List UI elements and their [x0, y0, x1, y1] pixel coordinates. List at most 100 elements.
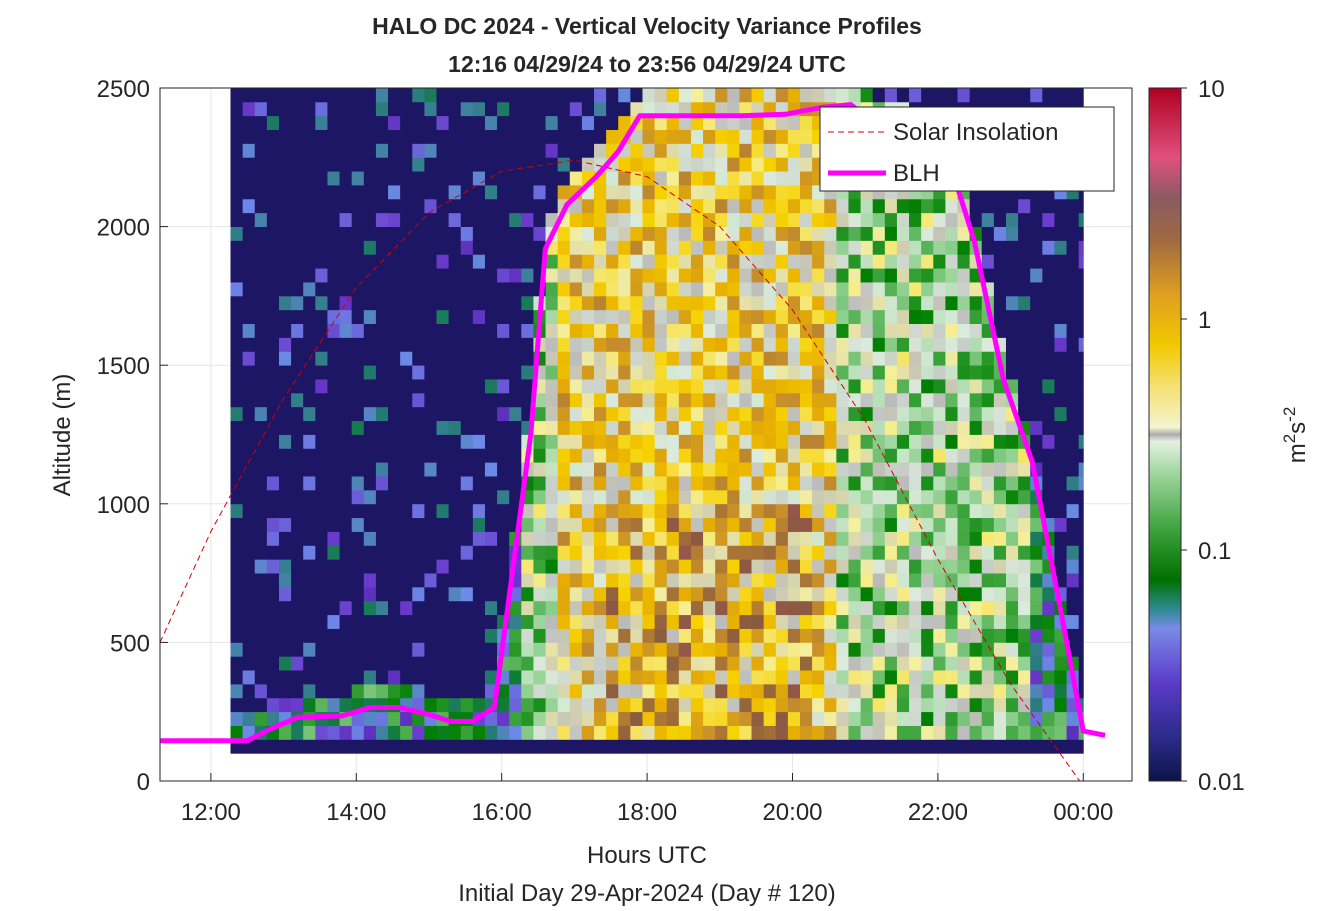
heatmap-cell: [436, 489, 450, 505]
heatmap-cell: [569, 309, 583, 325]
heatmap-cell: [545, 614, 559, 629]
heatmap-cell: [581, 517, 595, 532]
heatmap-cell: [630, 157, 643, 172]
heatmap-cell: [642, 600, 656, 616]
heatmap-cell: [690, 240, 704, 255]
heatmap-cell: [484, 739, 498, 754]
heatmap-cell: [351, 268, 365, 283]
heatmap-cell: [884, 198, 898, 214]
heatmap-cell: [315, 586, 328, 602]
heatmap-cell: [1078, 573, 1084, 588]
heatmap-cell: [1054, 198, 1067, 214]
heatmap-cell: [315, 448, 328, 463]
heatmap-cell: [545, 115, 559, 130]
heatmap-cell: [933, 559, 946, 574]
heatmap-cell: [896, 309, 910, 325]
heatmap-cell: [993, 614, 1007, 629]
heatmap-cell: [775, 171, 789, 186]
heatmap-cell: [400, 351, 413, 366]
heatmap-cell: [666, 268, 680, 283]
heatmap-cell: [642, 614, 656, 629]
heatmap-cell: [642, 143, 656, 158]
heatmap-cell: [606, 240, 619, 255]
heatmap-cell: [800, 559, 813, 574]
heatmap-cell: [315, 171, 328, 186]
heatmap-cell: [630, 545, 643, 560]
heatmap-cell: [315, 379, 328, 394]
heatmap-cell: [957, 683, 971, 699]
heatmap-cell: [1042, 489, 1055, 505]
heatmap-cell: [375, 185, 389, 200]
heatmap-cell: [666, 351, 680, 366]
heatmap-cell: [727, 614, 740, 629]
heatmap-cell: [678, 628, 692, 643]
heatmap-cell: [472, 323, 486, 338]
heatmap-cell: [703, 282, 716, 297]
colorbar-gradient: [1148, 87, 1182, 782]
heatmap-cell: [351, 240, 365, 255]
heatmap-cell: [872, 351, 886, 366]
heatmap-cell: [812, 254, 825, 269]
heatmap-cell: [351, 476, 365, 491]
heatmap-cell: [1030, 254, 1043, 269]
heatmap-cell: [751, 88, 765, 103]
heatmap-cell: [291, 573, 304, 588]
heatmap-cell: [751, 226, 765, 241]
heatmap-cell: [630, 323, 643, 338]
heatmap-cell: [412, 739, 425, 754]
heatmap-cell: [569, 406, 583, 422]
heatmap-cell: [739, 226, 752, 241]
heatmap-cell: [957, 503, 971, 519]
heatmap-cell: [509, 711, 522, 726]
heatmap-cell: [581, 642, 595, 657]
heatmap-cell: [812, 88, 825, 103]
heatmap-cell: [945, 240, 958, 255]
heatmap-cell: [327, 476, 340, 491]
heatmap-cell: [436, 448, 450, 463]
heatmap-cell: [884, 379, 898, 394]
heatmap-cell: [824, 531, 837, 546]
heatmap-cell: [787, 656, 801, 671]
heatmap-cell: [339, 531, 353, 546]
heatmap-cell: [872, 545, 886, 560]
heatmap-cell: [1066, 573, 1080, 588]
heatmap-cell: [412, 420, 425, 435]
heatmap-cell: [436, 212, 450, 227]
heatmap-cell: [678, 226, 692, 241]
heatmap-cell: [557, 295, 571, 311]
heatmap-cell: [727, 586, 740, 602]
heatmap-cell: [836, 337, 849, 352]
heatmap-cell: [497, 351, 510, 366]
heatmap-cell: [266, 323, 280, 338]
heatmap-cell: [800, 600, 813, 616]
heatmap-cell: [703, 683, 716, 699]
heatmap-cell: [824, 254, 837, 269]
heatmap-cell: [497, 545, 510, 560]
heatmap-cell: [630, 212, 643, 227]
heatmap-cell: [266, 379, 280, 394]
heatmap-cell: [739, 614, 752, 629]
heatmap-cell: [909, 337, 922, 352]
heatmap-cell: [388, 683, 401, 699]
heatmap-cell: [484, 171, 498, 186]
heatmap-cell: [933, 240, 946, 255]
heatmap-cell: [642, 268, 656, 283]
heatmap-cell: [266, 489, 280, 505]
heatmap-cell: [678, 129, 692, 144]
heatmap-cell: [860, 212, 874, 227]
heatmap-cell: [654, 379, 668, 394]
heatmap-cell: [896, 559, 910, 574]
heatmap-cell: [1005, 628, 1019, 643]
heatmap-cell: [654, 531, 668, 546]
heatmap-cell: [848, 434, 861, 449]
heatmap-cell: [460, 697, 474, 713]
heatmap-cell: [266, 420, 280, 435]
heatmap-cell: [703, 254, 716, 269]
heatmap-cell: [981, 226, 995, 241]
heatmap-cell: [448, 406, 462, 422]
heatmap-cell: [594, 642, 607, 657]
heatmap-cell: [654, 614, 668, 629]
heatmap-cell: [739, 531, 752, 546]
heatmap-cell: [812, 434, 825, 449]
heatmap-cell: [824, 656, 837, 671]
